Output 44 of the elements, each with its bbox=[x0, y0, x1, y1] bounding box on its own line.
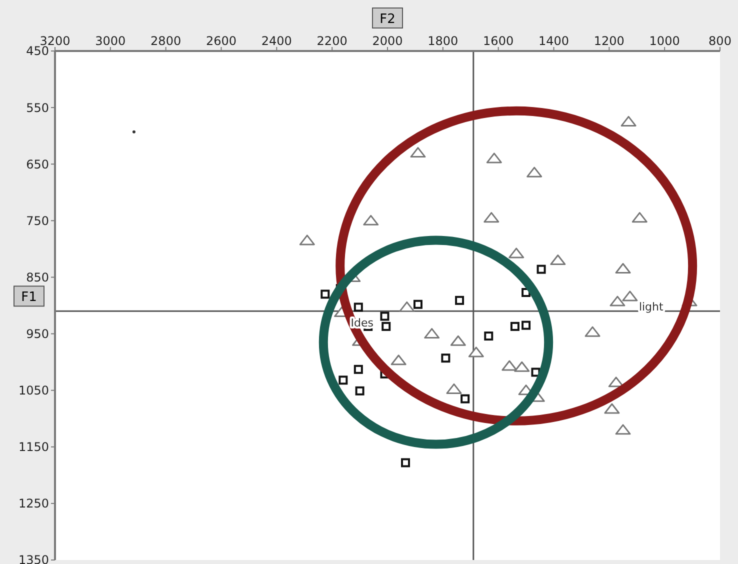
point bbox=[132, 130, 136, 134]
y-tick-label: 850 bbox=[26, 270, 49, 284]
x-tick-label: 2200 bbox=[316, 34, 348, 48]
x-tick-label: 2000 bbox=[372, 34, 403, 48]
point bbox=[460, 394, 470, 404]
point bbox=[338, 376, 348, 385]
annotation: light bbox=[638, 300, 664, 314]
x-tick-label: 1000 bbox=[649, 34, 680, 48]
y-tick-label: 1050 bbox=[18, 384, 49, 398]
point bbox=[355, 386, 364, 396]
x-tick-label: 800 bbox=[708, 34, 732, 48]
point bbox=[380, 312, 390, 321]
point bbox=[401, 458, 410, 468]
x-tick-label: 2600 bbox=[206, 34, 237, 48]
point bbox=[382, 322, 391, 331]
y-tick-label: 1250 bbox=[18, 496, 49, 511]
x-tick-label: 1600 bbox=[483, 34, 514, 48]
x-tick-label: 2400 bbox=[261, 34, 292, 48]
point bbox=[354, 302, 363, 312]
annotation: Ides bbox=[350, 316, 374, 330]
point bbox=[484, 332, 494, 341]
y-tick-label: 1150 bbox=[18, 440, 49, 454]
point bbox=[354, 364, 363, 374]
x-tick-label: 1400 bbox=[538, 34, 570, 48]
y-tick-label: 750 bbox=[26, 214, 49, 228]
point bbox=[522, 320, 531, 330]
point bbox=[531, 368, 540, 377]
y-tick-label: 450 bbox=[26, 44, 49, 58]
x-axis-title: F2 bbox=[380, 12, 396, 27]
point bbox=[441, 354, 450, 363]
y-axis-title: F1 bbox=[21, 290, 37, 306]
y-tick-label: 550 bbox=[26, 100, 49, 115]
y-tick-label: 650 bbox=[26, 157, 49, 172]
point bbox=[536, 264, 546, 274]
point bbox=[510, 322, 520, 331]
x-tick-label: 1200 bbox=[594, 34, 624, 48]
point bbox=[413, 300, 422, 309]
x-tick-label: 2800 bbox=[150, 34, 182, 48]
point bbox=[455, 296, 464, 305]
y-tick-label: 1350 bbox=[18, 553, 49, 564]
y-tick-label: 950 bbox=[26, 326, 49, 341]
x-tick-label: 1800 bbox=[428, 34, 458, 48]
x-tick-label: 3000 bbox=[95, 34, 126, 48]
point bbox=[320, 290, 330, 299]
